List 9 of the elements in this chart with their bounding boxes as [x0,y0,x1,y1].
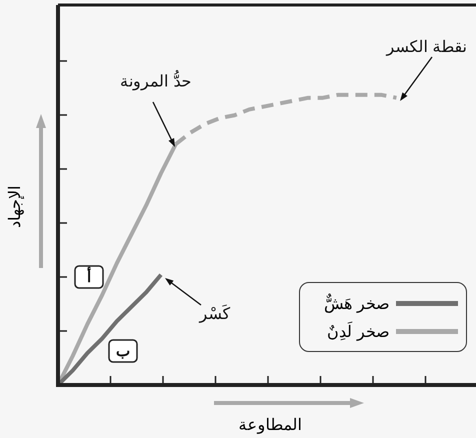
y-axis-title: الإجهاد [4,185,25,230]
annotation: كَسْر [198,304,230,323]
legend-label: صخر لَدِنٌ [326,322,390,340]
x-axis-title: المطاوعة [238,414,302,436]
text: نقطة الكسر [385,36,466,56]
text: حدُّ المرونة [120,69,192,90]
annotation: أ [87,266,91,286]
legend-label: صخر هَشٌّ [324,294,390,312]
annotation: ب [116,342,130,360]
